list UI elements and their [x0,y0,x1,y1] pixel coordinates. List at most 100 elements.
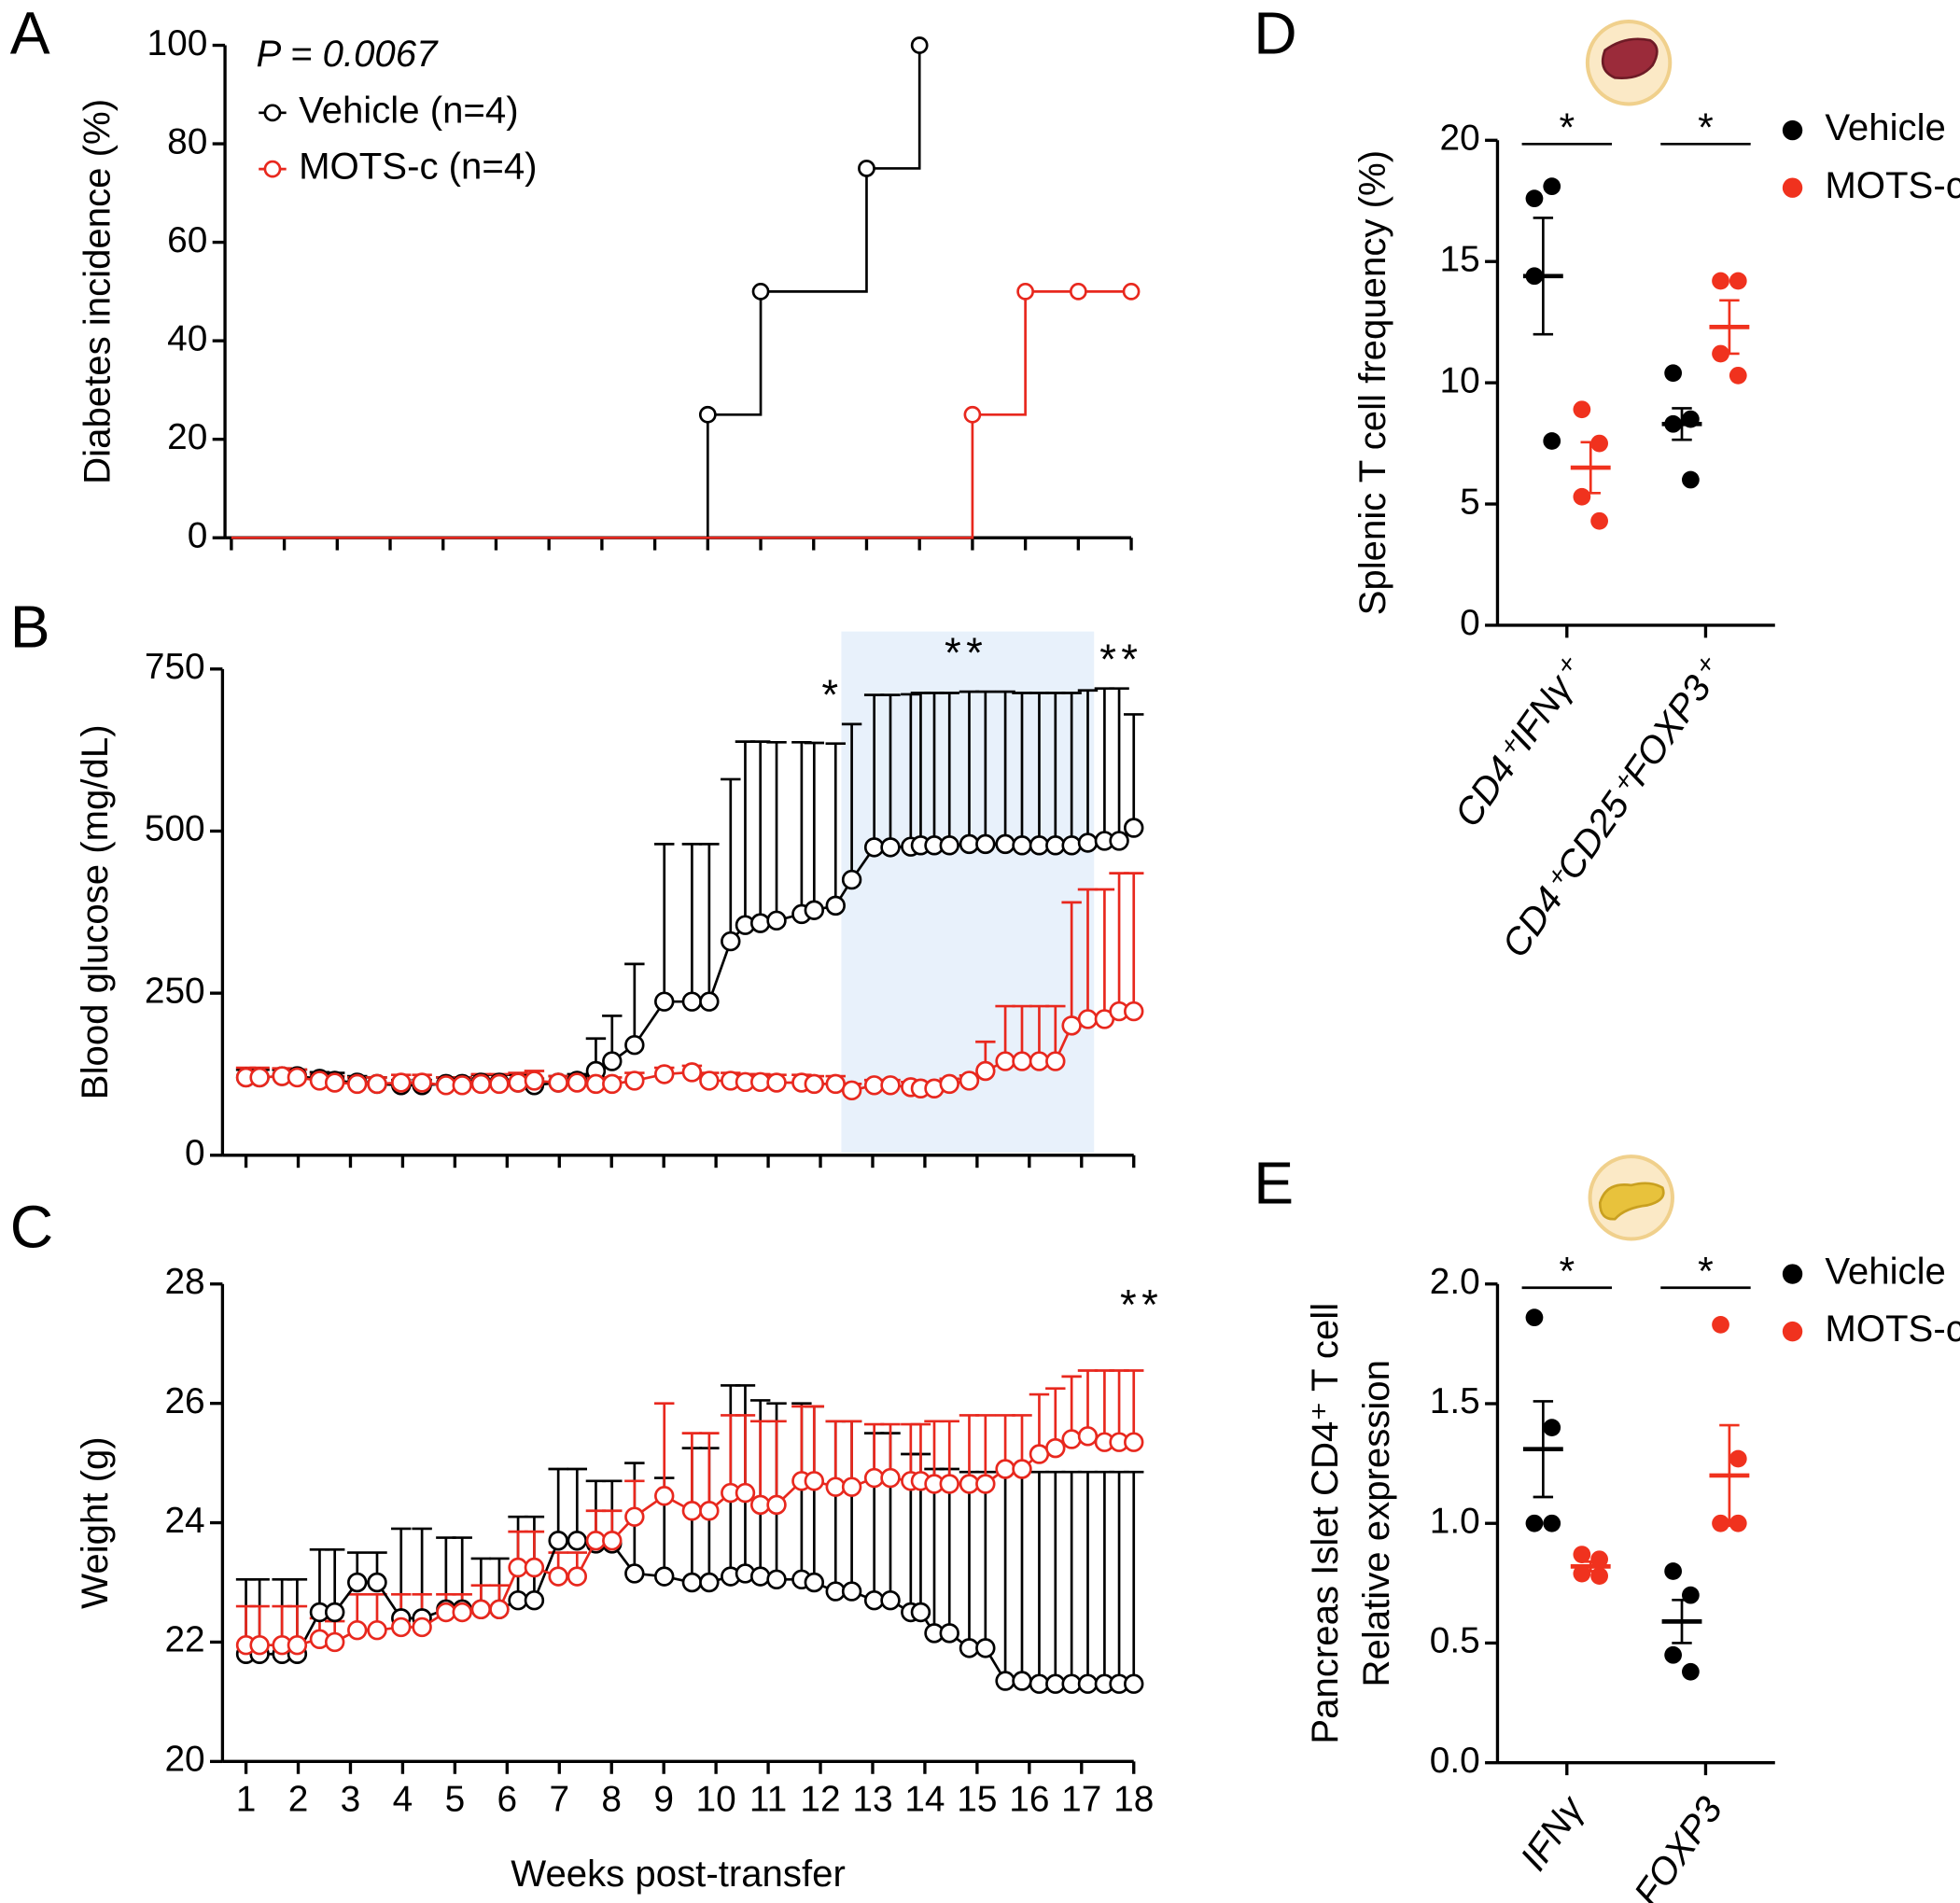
point-marker [841,1476,862,1497]
point-marker [324,1602,345,1623]
y-tick-label: 0.0 [1430,1741,1480,1781]
y-tick-label: 0.5 [1430,1621,1480,1661]
panel-letter: E [1253,1150,1294,1217]
error-bar [735,1414,756,1493]
data-point [1712,272,1729,290]
error-bar [959,1414,980,1484]
y-axis-title: Pancreas Islet CD4⁺ T cell [1304,1303,1346,1744]
error-bar [880,693,901,847]
x-tick-label: 7 [549,1779,569,1819]
point-marker [1124,1000,1144,1022]
point-marker [391,1616,412,1638]
data-point [1729,1449,1747,1468]
point-marker [624,1506,645,1527]
data-point [1543,177,1561,196]
point-marker [489,1599,510,1619]
significance-star: * [1698,1249,1714,1294]
step-line [231,414,974,539]
point-marker [766,1072,787,1093]
point-marker [939,1073,959,1095]
point-marker [1061,1429,1082,1449]
error-bar [766,1420,787,1505]
point-marker [880,1589,901,1611]
point-marker [825,1073,846,1095]
point-marker [939,835,959,856]
point-marker [699,1572,720,1593]
y-tick-label: 28 [164,1262,204,1302]
error-bar [1012,692,1032,846]
point-marker [367,1572,387,1593]
point-marker [1124,818,1144,838]
point-marker [721,931,741,952]
x-tick-label: 1 [236,1779,257,1819]
point-marker [841,869,862,890]
point-marker [959,1638,980,1658]
error-bar [699,1432,720,1511]
y-tick-label: 0 [188,515,208,555]
data-point [1573,1564,1591,1583]
point-marker [567,1566,588,1587]
step-line [707,291,763,416]
y-tick-label: 24 [164,1501,204,1541]
error-bar [901,693,921,847]
point-marker [699,1070,720,1091]
y-axis-title: Weight (g) [74,1436,116,1609]
point-marker [585,1073,607,1095]
error-bar [681,843,703,1002]
point-marker [995,833,1015,855]
point-marker [524,1557,545,1578]
y-tick-label: 1.5 [1430,1381,1480,1421]
point-marker [602,1531,623,1551]
data-point [1682,470,1700,489]
point-marker [452,1602,472,1623]
point-marker [436,1075,456,1096]
point-marker [1122,282,1141,301]
legend-label: Vehicle [1825,106,1946,148]
point-marker [654,991,675,1012]
y-axis-title: Relative expression [1355,1360,1397,1686]
data-point [1729,272,1747,290]
data-point [1573,487,1591,506]
point-marker [287,1634,308,1656]
point-marker [1109,831,1129,851]
point-marker [1045,1673,1066,1694]
y-tick-label: 20 [1440,119,1480,159]
point-marker [863,1075,885,1096]
point-marker [841,1581,862,1602]
data-point [1525,1308,1544,1327]
legend-label: Vehicle (n=4) [299,89,519,131]
error-bar [654,1402,675,1496]
data-point [1664,1562,1683,1580]
data-point [1664,1645,1683,1664]
point-marker [508,1557,528,1578]
y-axis-title: Splenic T cell frequency (%) [1351,150,1393,615]
point-marker [1061,1015,1082,1036]
point-marker [804,1471,825,1491]
point-marker [749,913,771,933]
point-marker [654,1566,675,1587]
error-bar [1061,1375,1082,1440]
point-marker [1029,835,1050,856]
error-bar [1012,1470,1032,1682]
x-tick-label: 4 [393,1779,413,1819]
point-marker [858,160,875,177]
point-marker [681,991,703,1012]
error-bar [1061,1470,1082,1685]
point-marker [585,1531,607,1551]
point-marker [735,1482,756,1504]
error-bar [1077,888,1099,1019]
point-marker [749,1566,771,1587]
y-tick-label: 26 [164,1381,204,1421]
data-point [1590,1550,1608,1569]
y-tick-label: 100 [147,23,208,63]
y-tick-label: 60 [167,220,207,260]
point-marker [1069,282,1087,301]
point-marker [910,36,929,54]
error-bar [1094,1470,1115,1685]
y-tick-label: 2.0 [1430,1262,1480,1302]
point-marker [825,895,846,917]
error-bar [1124,713,1144,829]
y-tick-label: 500 [145,809,205,849]
point-marker [602,1051,623,1071]
